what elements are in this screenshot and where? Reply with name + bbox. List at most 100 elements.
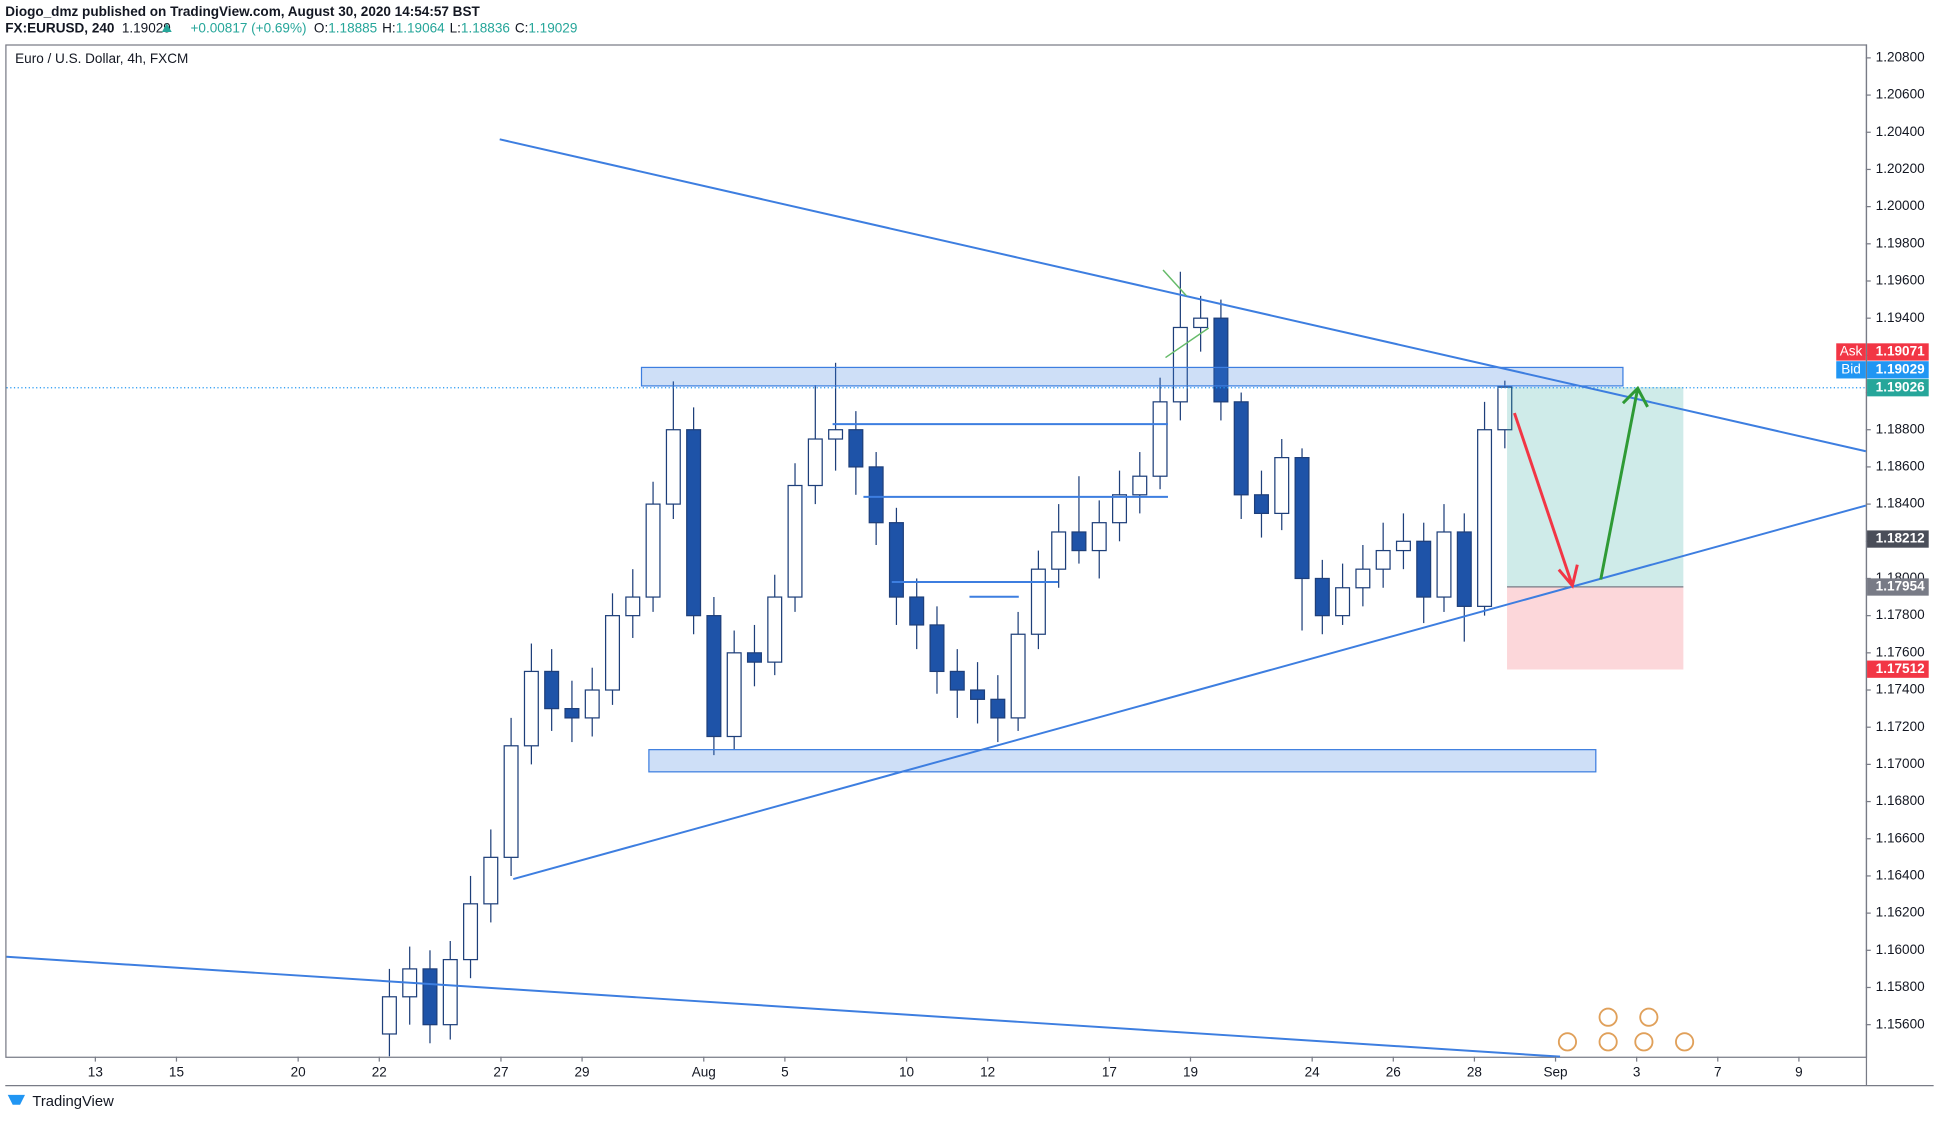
ohlc-value: 1.18836 [461, 20, 510, 35]
x-tick-label: 7 [1714, 1064, 1722, 1079]
trend-line [499, 138, 1867, 453]
price-label-text: 1.19026 [1876, 379, 1925, 394]
price-label-text: 1.17512 [1876, 661, 1925, 676]
candle-body [523, 670, 539, 747]
support-zone [648, 749, 1597, 773]
candle-body [746, 652, 762, 663]
candle-body [1233, 401, 1249, 496]
y-tick-label: 1.19600 [1876, 273, 1925, 288]
drawings [6, 138, 1867, 1058]
x-tick-label: 24 [1305, 1064, 1321, 1079]
change: +0.00817 (+0.69%) [191, 20, 307, 35]
candle-body [665, 429, 681, 505]
candle-body [1010, 633, 1026, 719]
price: 1.19029 [122, 20, 171, 35]
x-tick-label: 26 [1386, 1064, 1401, 1079]
down-arrow [1513, 412, 1579, 589]
price-label [1867, 379, 1929, 397]
candle-body [1071, 531, 1087, 552]
logo [7, 1094, 26, 1105]
candle-body [787, 484, 803, 598]
candle-body [1355, 568, 1371, 589]
candle-body [848, 429, 864, 468]
y-tick-label: 1.16600 [1876, 830, 1925, 845]
x-tick-label: 20 [291, 1064, 306, 1079]
candle-body [807, 438, 823, 487]
publisher: Diogo_dmz published on TradingView.com, … [5, 4, 480, 19]
candle-body [1456, 531, 1472, 607]
price-label-text: 1.17954 [1876, 579, 1925, 594]
candle-body [1111, 494, 1128, 524]
candle-body [1395, 540, 1411, 552]
price-label [1867, 660, 1929, 678]
x-tick-label: 28 [1467, 1064, 1482, 1079]
trend-line [513, 504, 1867, 881]
candle-body [381, 996, 397, 1035]
quote-line: FX:EURUSD, 240 1.19029 +0.00817 (+0.69%) O:… [5, 20, 577, 35]
ohlc-key: L: [450, 20, 461, 35]
candle-body [1193, 317, 1209, 329]
price-label [1867, 530, 1929, 548]
candle-body [726, 652, 742, 738]
up-arrow [161, 23, 172, 33]
pattern-lines [1162, 269, 1210, 359]
candle-body [463, 903, 479, 961]
candle-body [604, 615, 621, 691]
x-tick-label: 29 [575, 1064, 590, 1079]
y-tick-label: 1.20600 [1876, 87, 1925, 102]
y-tick-label: 1.17400 [1876, 682, 1925, 697]
resistance-zone [640, 366, 1624, 387]
candle-body [544, 670, 560, 710]
y-tick-label: 1.19400 [1876, 310, 1925, 325]
ohlc-key: O: [314, 20, 328, 35]
x-tick-label: 9 [1795, 1064, 1803, 1079]
candle-body [422, 968, 438, 1026]
candle-body [767, 596, 783, 663]
candle-body [1253, 494, 1269, 515]
candle-body [706, 615, 722, 738]
y-tick-label: 1.15800 [1876, 979, 1925, 994]
price-label-text: 1.19029 [1876, 361, 1925, 376]
price-label-text: 1.19071 [1876, 344, 1925, 359]
x-tick-label: Sep [1543, 1064, 1567, 1079]
y-tick-label: 1.15600 [1876, 1016, 1925, 1031]
x-tick-label: 17 [1102, 1064, 1117, 1079]
candle-body [970, 689, 986, 700]
candle-body [1375, 549, 1391, 570]
event-icons [1557, 1007, 1695, 1052]
candle-body [990, 698, 1006, 719]
candle-body [503, 745, 519, 858]
price-label-name: Bid [1841, 361, 1861, 376]
candle-body [828, 429, 844, 440]
x-tick-label: 3 [1633, 1064, 1641, 1079]
price-label [1867, 361, 1929, 379]
candle-body [645, 503, 661, 598]
price-label-tag [1836, 361, 1866, 379]
y-tick-label: 1.20800 [1876, 49, 1925, 64]
candle-body [1172, 326, 1188, 403]
ohlc-key: H: [382, 20, 396, 35]
y-tick-label: 1.20200 [1876, 161, 1925, 176]
price-label [1867, 578, 1929, 596]
candle-body [1477, 429, 1493, 607]
trend-line [6, 955, 1561, 1058]
brand: TradingView [32, 1094, 114, 1110]
y-tick-label: 1.16800 [1876, 793, 1925, 808]
x-tick-label: Aug [692, 1064, 716, 1079]
y-tick-label: 1.20000 [1876, 198, 1925, 213]
candle-body [1213, 317, 1229, 403]
y-tick-label: 1.19800 [1876, 235, 1925, 250]
y-tick-label: 1.20400 [1876, 124, 1925, 139]
candle-body [909, 596, 925, 626]
candle-body [1132, 475, 1148, 496]
target-zone [1507, 387, 1684, 587]
candle-body [868, 466, 884, 524]
candle-body [564, 707, 580, 719]
y-tick-label: 1.17200 [1876, 719, 1925, 734]
price-label-tag [1836, 343, 1866, 361]
candle-body [1030, 568, 1046, 635]
ohlc-key: C: [515, 20, 529, 35]
